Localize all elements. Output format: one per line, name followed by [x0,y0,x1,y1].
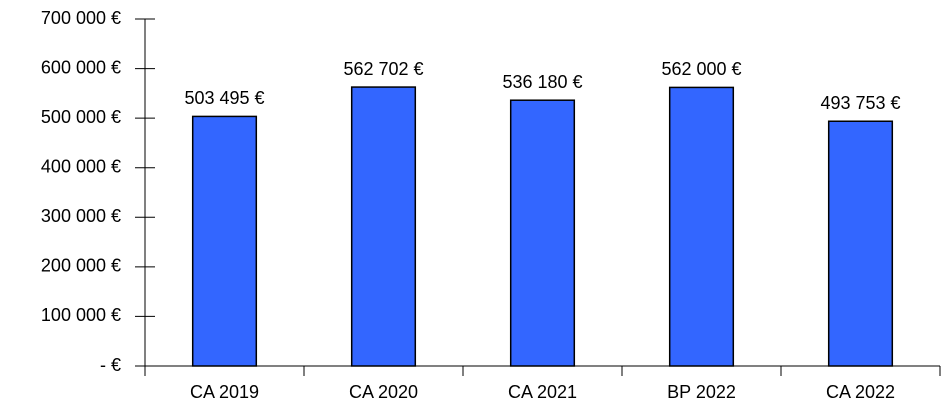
value-label: 493 753 € [820,93,900,113]
y-tick-label: 200 000 € [41,256,121,276]
y-tick-label: 100 000 € [41,305,121,325]
value-label: 503 495 € [184,88,264,108]
x-tick-label: BP 2022 [667,382,736,402]
y-tick-label: 500 000 € [41,107,121,127]
value-label: 562 000 € [661,59,741,79]
bar [827,120,894,367]
y-tick-label: 700 000 € [41,8,121,28]
y-tick-label: 400 000 € [41,156,121,176]
bar [509,99,576,367]
x-tick-label: CA 2022 [826,382,895,402]
y-tick-label: - € [100,355,121,375]
value-label: 536 180 € [502,72,582,92]
x-tick-label: CA 2021 [508,382,577,402]
value-label: 562 702 € [343,59,423,79]
bar [668,86,735,367]
x-tick-label: CA 2019 [190,382,259,402]
bar [191,115,258,367]
y-tick-label: 300 000 € [41,206,121,226]
bar [350,86,417,367]
y-tick-label: 600 000 € [41,57,121,77]
x-tick-label: CA 2020 [349,382,418,402]
